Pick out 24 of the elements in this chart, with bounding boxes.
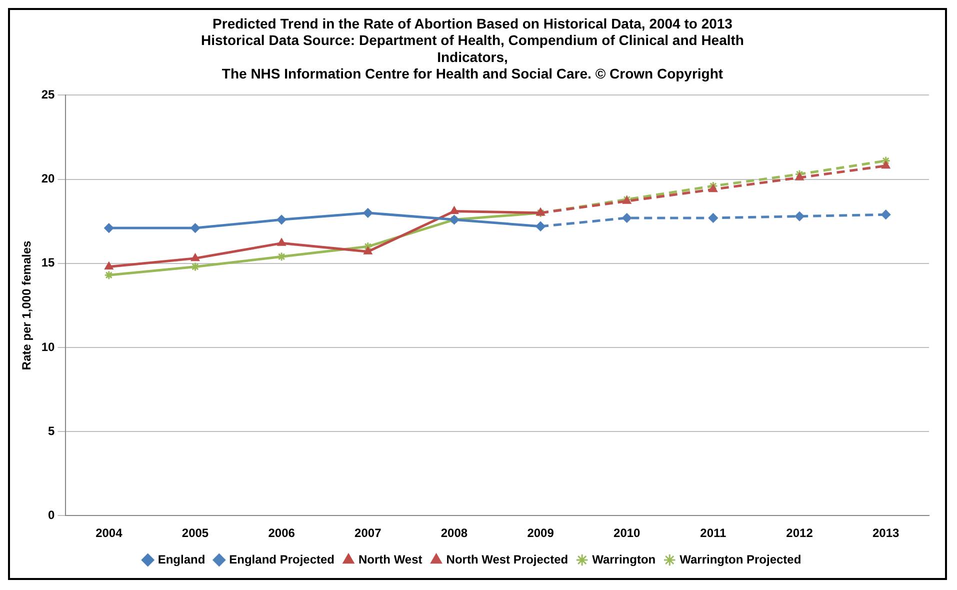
y-tick-label: 0 (48, 508, 56, 522)
legend-label: Warrington (592, 552, 656, 566)
legend-label: North West Projected (446, 552, 568, 566)
legend-label: Warrington Projected (680, 552, 802, 566)
x-tick-label: 2010 (614, 526, 641, 540)
legend-label: North West (358, 552, 422, 566)
y-axis-title: Rate per 1,000 females (20, 240, 34, 370)
x-tick-label: 2006 (268, 526, 296, 540)
y-tick-label: 5 (48, 424, 56, 438)
y-tick-label: 20 (41, 172, 56, 186)
legend-label: England (158, 552, 206, 566)
x-tick-label: 2005 (182, 526, 209, 540)
y-tick-label: 10 (41, 340, 56, 354)
x-tick-label: 2012 (786, 526, 814, 540)
legend-label: England Projected (229, 552, 335, 566)
x-tick-label: 2004 (96, 526, 123, 540)
y-tick-label: 15 (41, 256, 56, 270)
y-tick-label: 25 (41, 88, 56, 102)
x-tick-label: 2013 (872, 526, 900, 540)
chart-title: Predicted Trend in the Rate of Abortion Based on Historical Data, 2004 to 2013 Historical Data Source: Department of Health, Compendium of Clinical and Health Indicators, The NHS Information Centre for Health and Social Care. © Crown Copyright (201, 15, 744, 82)
x-tick-label: 2008 (440, 526, 468, 540)
x-tick-label: 2007 (354, 526, 382, 540)
x-tick-label: 2011 (700, 526, 727, 540)
x-tick-label: 2009 (527, 526, 554, 540)
